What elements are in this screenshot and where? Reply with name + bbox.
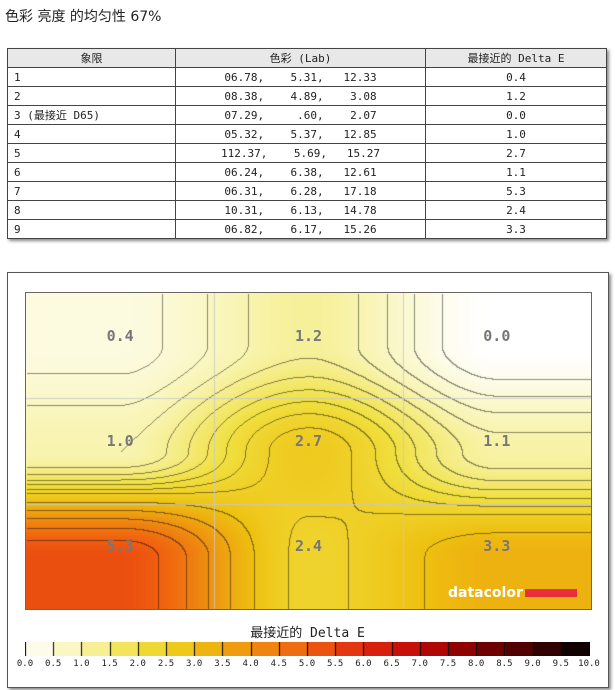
table-cell: 9 [7, 219, 176, 239]
table-cell: 0.0 [425, 105, 607, 125]
table-row: 6 06.24, 6.38, 12.61 1.1 [7, 162, 607, 182]
table-cell: 1.0 [425, 124, 607, 144]
table-row: 5 112.37, 5.69, 15.27 2.7 [7, 143, 607, 163]
quadrant-label: 2.7 [294, 432, 323, 450]
colorbar-tick-label: 5.0 [298, 659, 316, 669]
colorbar-tick-label: 2.5 [157, 659, 175, 669]
colorbar-tick-label: 8.0 [468, 659, 485, 669]
colorbar [25, 642, 590, 656]
table-row: 2 08.38, 4.89, 3.08 1.2 [7, 86, 607, 106]
table-cell: 7 [7, 181, 176, 201]
colorbar-tick-label: 5.5 [327, 659, 344, 669]
table-row: 3 (最接近 D65) 07.29, .60, 2.07 0.0 [7, 105, 607, 125]
column-header: 象限 [7, 48, 176, 68]
table-cell: 1.2 [425, 86, 607, 106]
colorbar-tick-label: 8.5 [496, 659, 513, 669]
quadrant-label: 0.0 [483, 326, 511, 345]
table-cell: 8 [7, 200, 176, 220]
table-cell: 10.31, 6.13, 14.78 [175, 200, 426, 220]
colorbar-tick-label: 7.0 [411, 659, 428, 669]
column-header: 色彩 (Lab) [175, 48, 426, 68]
table-row: 9 06.82, 6.17, 15.26 3.3 [7, 219, 607, 239]
colorbar-tick-label: 3.5 [214, 659, 231, 669]
table-cell: 2 [7, 86, 176, 106]
table-cell: 06.82, 6.17, 15.26 [175, 219, 426, 239]
table-row: 4 05.32, 5.37, 12.85 1.0 [7, 124, 607, 144]
table-cell: 5 [7, 143, 176, 163]
table-cell: 2.4 [425, 200, 607, 220]
colorbar-tick-label: 0.5 [45, 659, 62, 669]
colorbar-tick-label: 2.0 [129, 659, 146, 669]
table-cell: 6 [7, 162, 176, 182]
colorbar-tick-label: 1.5 [101, 659, 118, 669]
table-cell: 0.4 [425, 67, 607, 87]
table-cell: 05.32, 5.37, 12.85 [175, 124, 426, 144]
colorbar-tick-label: 9.0 [524, 659, 541, 669]
table-cell: 1 [7, 67, 176, 87]
table-row: 8 10.31, 6.13, 14.78 2.4 [7, 200, 607, 220]
table-cell: 3 (最接近 D65) [7, 105, 176, 125]
colorbar-tick-label: 3.0 [186, 659, 203, 669]
table-cell: 4 [7, 124, 176, 144]
quadrant-label: 1.2 [294, 326, 323, 345]
colorbar-tick-label: 1.0 [73, 659, 90, 669]
table-cell: 08.38, 4.89, 3.08 [175, 86, 426, 106]
quadrant-label: 3.3 [483, 537, 511, 556]
table-cell: 06.31, 6.28, 17.18 [175, 181, 426, 201]
page-title: 色彩 亮度 的均匀性 67% [5, 9, 162, 25]
table-cell: 06.24, 6.38, 12.61 [175, 162, 426, 182]
table-row: 7 06.31, 6.28, 17.18 5.3 [7, 181, 607, 201]
quadrant-label: 1.0 [106, 432, 134, 450]
colorbar-tick-label: 0.0 [16, 659, 34, 669]
column-header: 最接近的 Delta E [425, 48, 607, 68]
colorbar-tick-label: 4.5 [270, 659, 287, 669]
colorbar-tick-label: 7.5 [439, 659, 457, 669]
table-cell: 07.29, .60, 2.07 [175, 105, 426, 125]
colorbar-tick-label: 6.0 [355, 659, 372, 669]
quadrant-label: 5.3 [106, 537, 134, 556]
colorbar-tick-label: 4.0 [242, 659, 259, 669]
table-cell: 3.3 [425, 219, 607, 239]
quadrant-label: 0.4 [106, 326, 134, 345]
chart-panel [7, 272, 609, 688]
colorbar-tick-label: 6.5 [383, 659, 400, 669]
quadrant-label: 1.1 [483, 432, 511, 450]
quadrant-table: 象限 色彩 (Lab) 最接近的 Delta E 1 06.78, 5.31, 12.3… [7, 48, 607, 239]
quadrant-label: 2.4 [294, 537, 323, 556]
table-cell: 2.7 [425, 143, 607, 163]
datacolor-logo: datacolor [448, 585, 577, 601]
table-cell: 5.3 [425, 181, 607, 201]
uniformity-heatmap: 0.4 1.2 0.0 1.0 2.7 1.1 5.3 2.4 3.3 [25, 292, 592, 610]
table-cell: 1.1 [425, 162, 607, 182]
table-cell: 112.37, 5.69, 15.27 [175, 143, 426, 163]
table-cell: 06.78, 5.31, 12.33 [175, 67, 426, 87]
colorbar-tick-label: 10.0 [578, 659, 600, 669]
colorbar-title: 最接近的 Delta E [250, 626, 365, 641]
colorbar-tick-label: 9.5 [552, 659, 569, 669]
table-row: 1 06.78, 5.31, 12.33 0.4 [7, 67, 607, 87]
